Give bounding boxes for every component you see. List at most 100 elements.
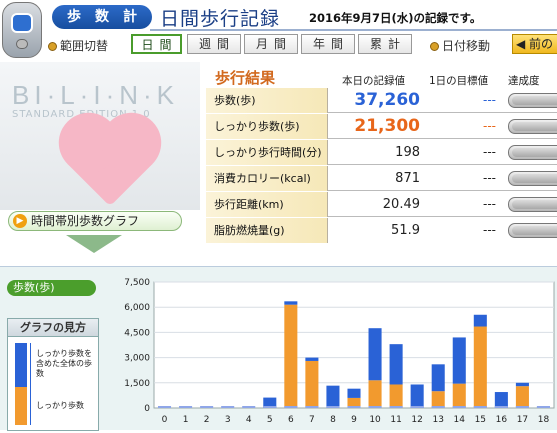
bar-base xyxy=(284,406,298,408)
x-tick-label: 10 xyxy=(369,415,381,425)
brand-logo: BI·L·I·N·K xyxy=(12,80,179,110)
row-label: しっかり歩行時間(分) xyxy=(206,140,328,165)
tab-monthly[interactable]: 月間 xyxy=(244,34,298,54)
row-goal: --- xyxy=(483,197,496,211)
bar-segment xyxy=(326,385,340,408)
y-tick-label: 7,500 xyxy=(124,278,150,288)
hourly-graph-button[interactable]: ▶ 時間帯別歩数グラフ xyxy=(8,211,182,231)
x-tick-label: 15 xyxy=(475,415,486,425)
prev-day-button[interactable]: ◀ 前の xyxy=(512,34,557,54)
legend-title: グラフの見方 xyxy=(8,319,98,337)
x-tick-label: 5 xyxy=(267,415,273,425)
table-row: 歩行距離(km) 20.49 --- xyxy=(206,192,557,217)
row-value: 198 xyxy=(395,145,420,160)
bar-base xyxy=(494,406,508,408)
x-tick-label: 9 xyxy=(351,415,357,425)
x-tick-label: 11 xyxy=(390,415,401,425)
results-table: 歩数(歩) 37,260 --- しっかり歩数(歩) 21,300 --- しっ… xyxy=(206,88,557,243)
triangle-down-icon xyxy=(66,235,122,253)
bar-base xyxy=(305,406,319,408)
row-label: 消費カロリー(kcal) xyxy=(206,166,328,191)
bar-base xyxy=(515,406,529,408)
progress-pill xyxy=(508,223,557,238)
bar-segment xyxy=(473,314,487,327)
x-tick-label: 17 xyxy=(517,415,528,425)
page-title: 日間歩行記録 xyxy=(160,8,281,30)
row-value: 871 xyxy=(395,171,420,186)
x-tick-label: 3 xyxy=(225,415,231,425)
progress-pill xyxy=(508,197,557,212)
legend-text-firm: しっかり歩数 xyxy=(36,401,84,410)
bar-segment xyxy=(284,304,298,408)
row-label: 歩数(歩) xyxy=(206,88,328,113)
bracket-icon xyxy=(30,343,31,425)
x-tick-label: 4 xyxy=(246,415,252,425)
tab-weekly[interactable]: 週間 xyxy=(187,34,241,54)
bar-segment xyxy=(368,328,382,381)
x-tick-label: 0 xyxy=(162,415,168,425)
pedometer-device-icon xyxy=(2,2,42,58)
y-tick-label: 6,000 xyxy=(124,303,150,313)
x-tick-label: 2 xyxy=(204,415,210,425)
table-row: 消費カロリー(kcal) 871 --- xyxy=(206,166,557,191)
bar-segment xyxy=(305,360,319,408)
steps-badge: 歩数(歩) xyxy=(7,280,96,296)
bar-segment xyxy=(347,388,361,398)
arrow-right-icon: ▶ xyxy=(13,214,27,228)
bar-base xyxy=(263,406,277,408)
bar-base xyxy=(368,406,382,408)
header-bar: 歩数計 日間歩行記録 2016年9月7日(水)の記録です。 xyxy=(0,0,557,58)
bar-segment xyxy=(284,301,298,305)
progress-pill xyxy=(508,171,557,186)
x-tick-label: 14 xyxy=(454,415,466,425)
progress-pill xyxy=(508,93,557,108)
row-value: 21,300 xyxy=(354,116,420,136)
plot-area xyxy=(153,281,555,409)
row-value: 20.49 xyxy=(382,197,420,212)
tab-cumulative[interactable]: 累計 xyxy=(358,34,412,54)
y-tick-label: 1,500 xyxy=(124,379,150,389)
x-tick-label: 13 xyxy=(432,415,443,425)
row-label: しっかり歩数(歩) xyxy=(206,114,328,139)
col-today-header: 本日の記録値 xyxy=(342,75,405,87)
bar-segment xyxy=(515,386,529,408)
bullet-icon xyxy=(48,42,57,51)
row-goal: --- xyxy=(483,145,496,159)
x-tick-label: 18 xyxy=(538,415,550,425)
x-tick-label: 6 xyxy=(288,415,294,425)
app-label: 歩数計 xyxy=(52,5,152,29)
bar-base xyxy=(221,406,235,408)
bar-segment xyxy=(305,357,319,361)
date-move-label: 日付移動 xyxy=(430,37,490,54)
bar-base xyxy=(452,406,466,408)
legend-bar-total xyxy=(15,343,27,387)
tab-daily[interactable]: 日間 xyxy=(131,34,182,54)
bar-segment xyxy=(473,326,487,408)
y-tick-label: 4,500 xyxy=(124,328,150,338)
title-divider xyxy=(150,29,557,31)
bar-base xyxy=(326,406,340,408)
bar-segment xyxy=(452,337,466,384)
row-goal: --- xyxy=(483,93,496,107)
hourly-steps-chart: 0 1,500 3,000 4,500 6,000 7,500 0 1 2 3 4 5 6 7 8 9 10 11… xyxy=(110,272,557,430)
progress-pill xyxy=(508,119,557,134)
bar-segment xyxy=(431,391,445,408)
table-row: 脂肪燃焼量(g) 51.9 --- xyxy=(206,218,557,243)
nav-row: 範囲切替 日間 週間 月間 年間 累計 日付移動 ◀ 前の xyxy=(0,34,557,56)
bar-base xyxy=(410,406,424,408)
legend-text-total: しっかり歩数を含めた全体の歩数 xyxy=(36,349,92,378)
heart-icon xyxy=(67,121,153,207)
bar-base xyxy=(347,406,361,408)
bar-base xyxy=(200,406,214,408)
bar-base xyxy=(179,406,193,408)
tab-yearly[interactable]: 年間 xyxy=(301,34,355,54)
table-row: しっかり歩行時間(分) 198 --- xyxy=(206,140,557,165)
results-title: 歩行結果 xyxy=(215,69,276,87)
y-tick-label: 3,000 xyxy=(124,354,150,364)
bar-base xyxy=(536,406,550,408)
bar-segment xyxy=(347,397,361,408)
x-tick-label: 8 xyxy=(330,415,336,425)
bar-segment xyxy=(368,380,382,408)
bullet-icon xyxy=(430,42,439,51)
